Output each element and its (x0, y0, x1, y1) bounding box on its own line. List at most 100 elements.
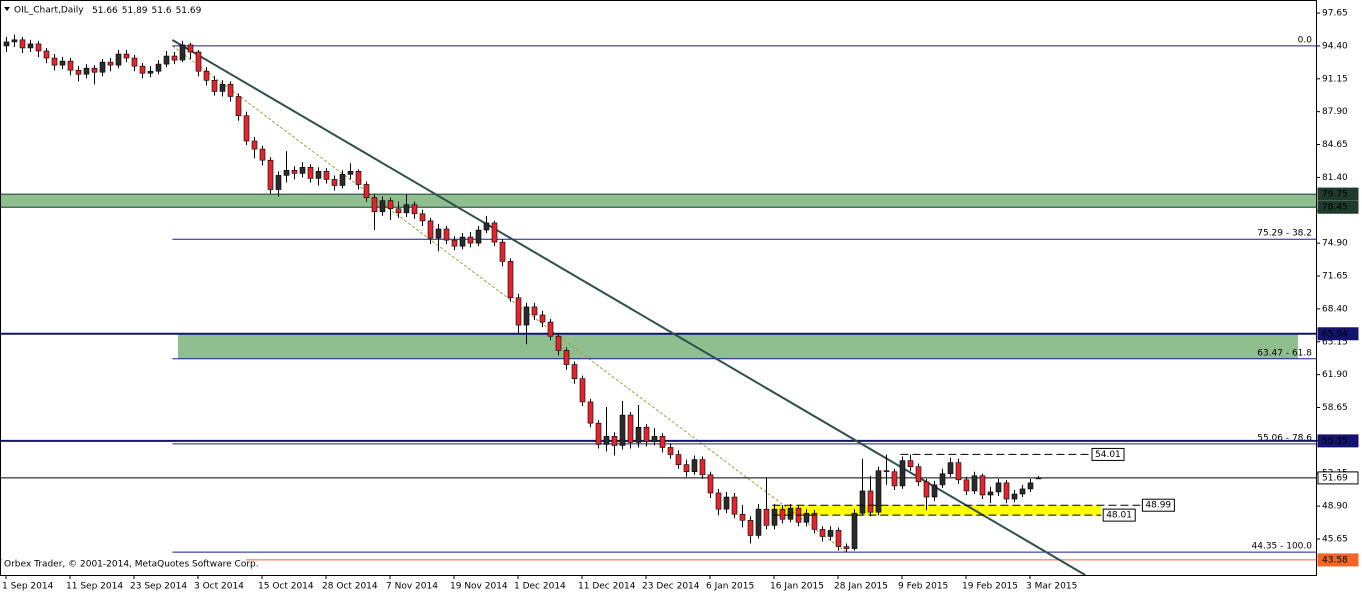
candle-body (995, 482, 1002, 493)
candle-body (267, 159, 274, 190)
candle-body (555, 335, 562, 351)
candle-body (371, 197, 378, 213)
y-tick-label: 65.15 (1322, 337, 1348, 347)
candle-body (587, 401, 594, 424)
candle-body (1027, 482, 1034, 490)
candle-body (595, 422, 602, 445)
level-label: 65.94 (1322, 329, 1348, 339)
zone (178, 333, 1298, 359)
candle-body (387, 200, 394, 210)
candle-body (491, 222, 498, 243)
candle-body (739, 513, 746, 521)
y-tick-label: 91.15 (1322, 74, 1348, 84)
candle-body (667, 447, 674, 455)
candle-body (235, 96, 242, 117)
candle-body (107, 61, 114, 66)
candle-body (251, 140, 258, 150)
candle-body (67, 60, 74, 71)
fib-label: 0.0 (1298, 35, 1313, 45)
candle-body (979, 475, 986, 496)
chart-title: OIL_Chart,Daily (14, 6, 84, 16)
level-label: 51.69 (1322, 473, 1348, 483)
candle-body (27, 43, 34, 49)
candle-body (747, 519, 754, 536)
candle-body (691, 459, 698, 473)
level-label: 43.58 (1322, 555, 1348, 565)
x-tick-label: 9 Feb 2015 (898, 582, 948, 592)
y-tick-label: 87.90 (1322, 107, 1348, 117)
candle-body (547, 321, 554, 337)
marked-level-box (1102, 508, 1136, 522)
candle-body (99, 61, 106, 73)
candle-body (1035, 477, 1042, 480)
candle-body (571, 364, 578, 379)
candle-body (275, 175, 282, 190)
candle-body (419, 213, 426, 222)
ohlc-readout: 51.66 51.89 51.6 51.69 (92, 6, 202, 16)
candle-body (147, 70, 154, 74)
y-tick-label: 68.40 (1322, 304, 1348, 314)
fib-label: 75.29 - 38.2 (1257, 229, 1312, 239)
high-value: 51.89 (122, 6, 148, 16)
menu-arrow[interactable] (4, 7, 10, 11)
marked-level-label: 48.99 (1145, 501, 1171, 511)
candle-body (915, 466, 922, 483)
candle-body (427, 220, 434, 239)
candle-body (971, 475, 978, 492)
candle-body (1011, 493, 1018, 500)
candle-body (955, 462, 962, 481)
candle-body (715, 492, 722, 510)
candle-body (891, 471, 898, 487)
fib-label: 44.35 - 100.0 (1252, 542, 1313, 552)
candle-body (363, 184, 370, 198)
candle-body (195, 51, 202, 72)
candle-body (651, 436, 658, 442)
candle-body (59, 60, 66, 66)
candle-body (675, 454, 682, 465)
fib-diagonal (172, 45, 847, 553)
candle-body (355, 171, 362, 185)
candle-body (347, 171, 354, 175)
candle-body (843, 546, 850, 549)
candle-body (259, 148, 266, 161)
candle-body (211, 80, 218, 92)
candle-body (171, 55, 178, 61)
candle-body (403, 204, 410, 214)
candle-body (443, 228, 450, 241)
copyright-bg (2, 558, 246, 570)
y-tick-label: 84.65 (1322, 140, 1348, 150)
candle-body (83, 67, 90, 75)
marked-level-box (1141, 498, 1175, 512)
candle-body (875, 470, 882, 513)
y-tick-label: 61.90 (1322, 370, 1348, 380)
candle-body (763, 508, 770, 526)
y-tick-label: 74.90 (1322, 239, 1348, 249)
candle-body (755, 508, 762, 536)
candle-body (203, 70, 210, 81)
candle-body (627, 414, 634, 443)
candle-body (563, 350, 570, 365)
x-tick-label: 1 Dec 2014 (514, 582, 566, 592)
candle-body (163, 55, 170, 65)
candle-body (931, 484, 938, 498)
level-box (1317, 553, 1359, 567)
candle-body (179, 44, 186, 61)
y-tick-label: 97.65 (1322, 9, 1348, 19)
candle-body (819, 529, 826, 537)
candle-body (51, 57, 58, 66)
highlight-band (772, 505, 1102, 516)
y-tick-label: 94.40 (1322, 41, 1348, 51)
level-box (1317, 434, 1359, 448)
candle-body (75, 69, 82, 75)
candle-body (187, 44, 194, 53)
candle-body (531, 306, 538, 316)
level-box (1317, 471, 1359, 485)
candle-body (507, 261, 514, 299)
candle-body (283, 170, 290, 176)
candle-body (835, 530, 842, 547)
candle-body (683, 464, 690, 473)
y-tick-label: 45.65 (1322, 534, 1348, 544)
x-tick-label: 16 Jan 2015 (770, 582, 824, 592)
candle-body (459, 236, 466, 247)
